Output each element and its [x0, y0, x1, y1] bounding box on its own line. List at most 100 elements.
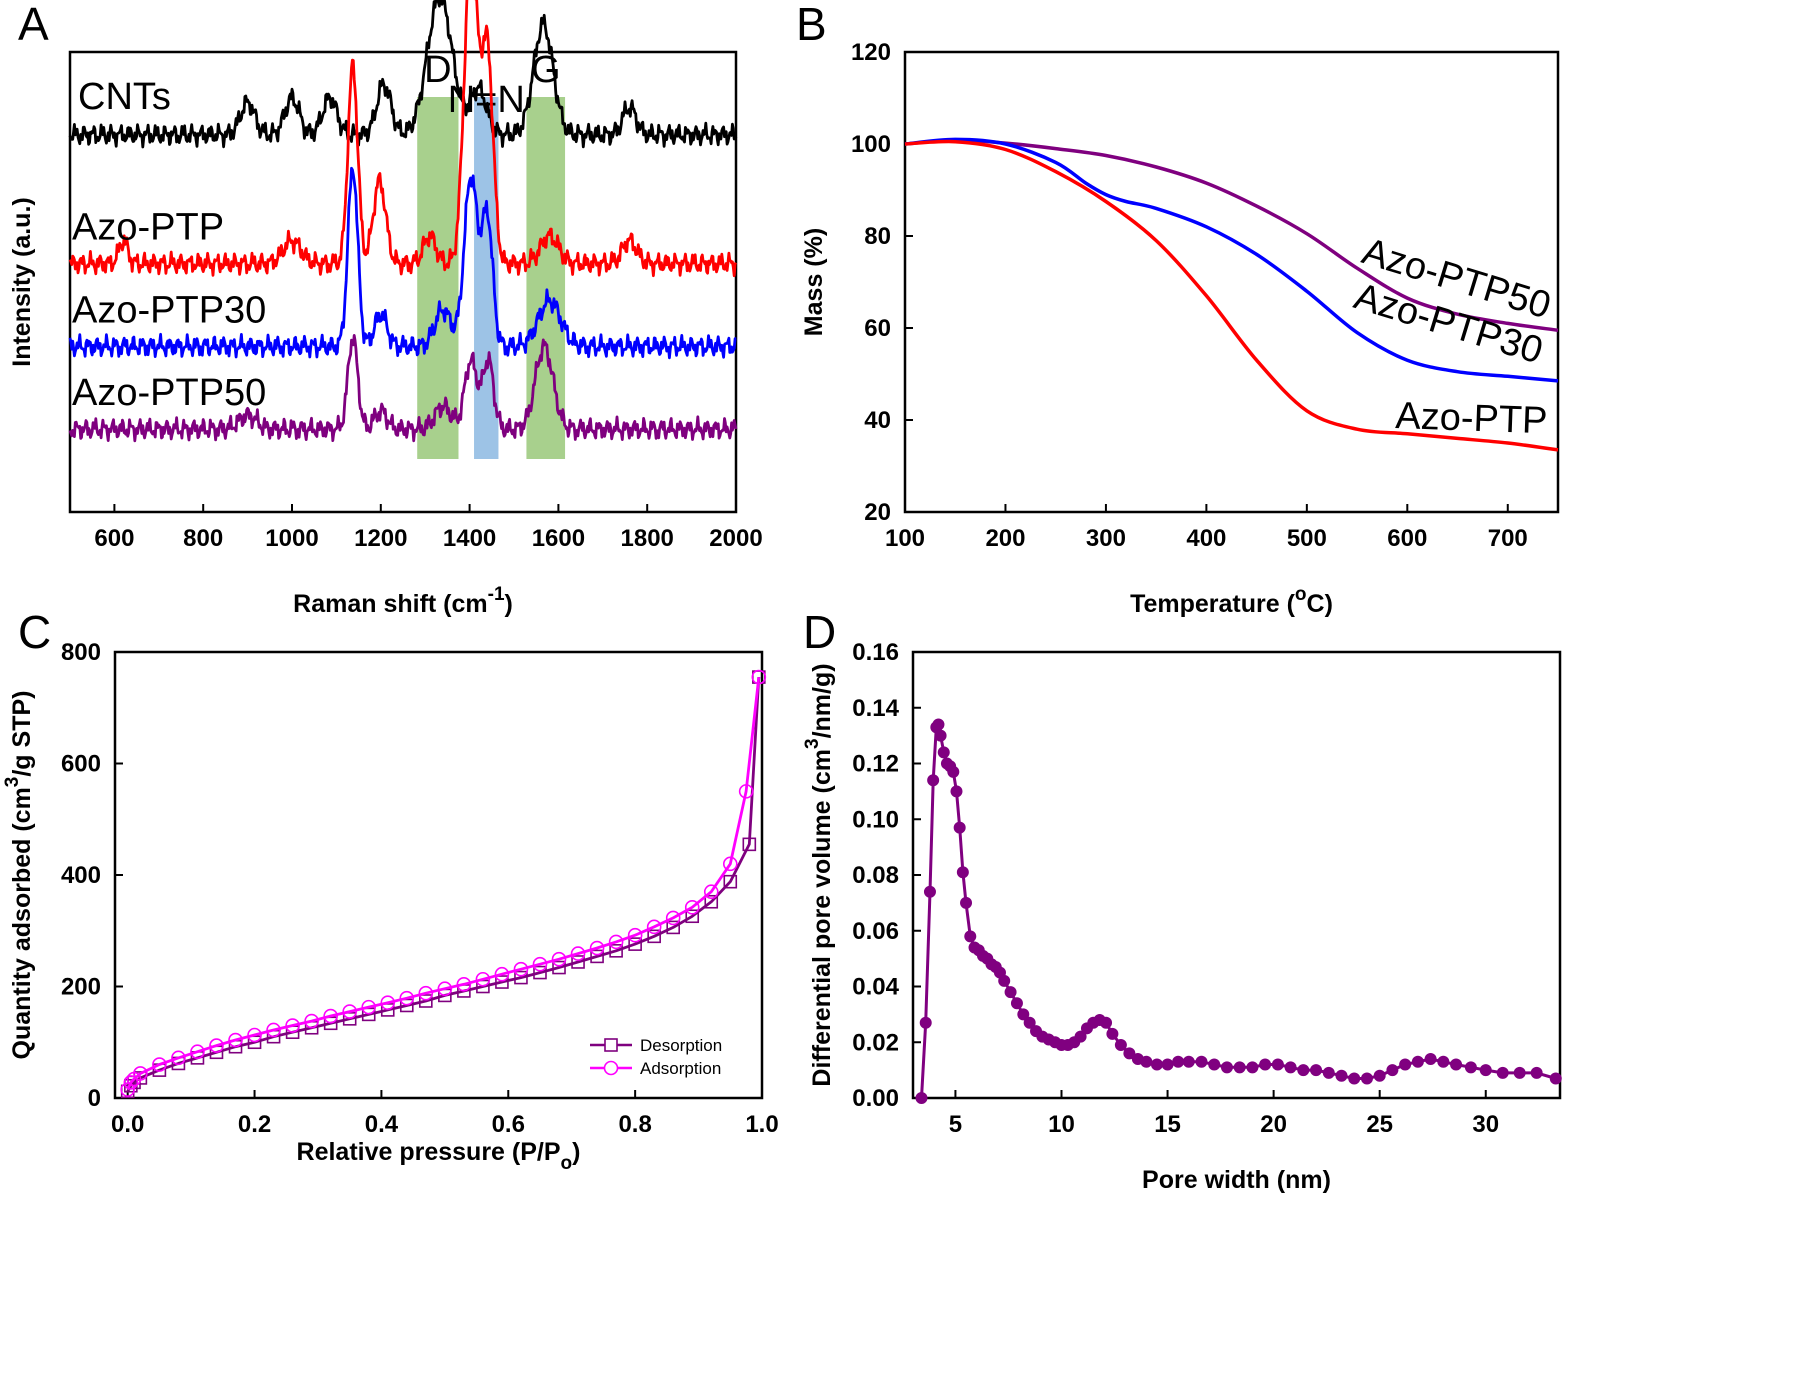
series-adsorption-point: [456, 976, 472, 992]
x-axis-label: Temperature (oC): [1130, 584, 1333, 618]
series-adsorption-point: [684, 900, 700, 915]
band-label: D: [424, 49, 451, 91]
series-adsorption-point: [266, 1022, 281, 1038]
series-0-point: [1208, 1058, 1221, 1071]
series-0-point: [1195, 1055, 1208, 1068]
series-desorption-point: [609, 944, 623, 958]
series-0-point: [1161, 1058, 1174, 1071]
series-adsorption-point: [399, 990, 415, 1006]
panel-c: C 0.0 0.2 0.4 0.6 0.8 1.0 0 200 400 600 800 Relative…: [2, 606, 779, 1174]
series-0-point: [1074, 1030, 1087, 1043]
series-0-point: [1140, 1055, 1153, 1068]
y-tick-label: 0.06: [852, 918, 899, 945]
series-adsorption-point: [751, 669, 767, 685]
series-adsorption-point: [513, 961, 529, 977]
series-desorption-point: [419, 994, 433, 1008]
series-adsorption-point: [475, 971, 491, 987]
series-0-point: [1464, 1061, 1477, 1074]
y-tick-label: 600: [61, 751, 101, 778]
panel-letter-b: B: [796, 0, 827, 50]
series-azo-ptp-line: [68, 0, 738, 278]
series-azo-ptp30-line: [68, 166, 737, 360]
series-0-point: [1017, 1008, 1030, 1021]
x-tick-label: 15: [1154, 1111, 1181, 1138]
series-adsorption-point: [190, 1044, 205, 1060]
series-adsorption-point: [247, 1027, 262, 1043]
x-tick-label: 0.6: [492, 1111, 525, 1138]
series-adsorption-point: [418, 985, 434, 1001]
y-axis-label: Quantity adsorbed (cm3/g STP): [2, 691, 36, 1060]
series-0-point: [1246, 1061, 1259, 1074]
series-adsorption-point: [738, 784, 754, 799]
series-adsorption-point: [627, 927, 643, 943]
series-adsorption-point: [209, 1038, 224, 1053]
x-tick-label: 600: [94, 525, 134, 552]
series-0-point: [960, 896, 973, 909]
series-0-point: [1100, 1016, 1113, 1029]
series-azo-ptp50-line: [68, 334, 738, 443]
series-adsorption-point: [551, 951, 567, 967]
plot-frame: [68, 50, 738, 514]
series-0-point: [1106, 1027, 1119, 1040]
series-0-point: [1450, 1058, 1463, 1071]
series-azo-ptp30-line: [904, 137, 1559, 383]
series-cnts-line: [68, 0, 738, 149]
series-azo-ptp-label: Azo-PTP: [1395, 395, 1548, 442]
y-tick-label: 0.00: [852, 1085, 899, 1112]
series-desorption-point: [590, 949, 604, 964]
series-adsorption-point: [123, 1075, 139, 1090]
y-tick-label: 200: [61, 974, 101, 1001]
series-adsorption-point: [171, 1050, 186, 1066]
x-tick-label: 25: [1366, 1111, 1393, 1138]
y-tick-label: 0.16: [852, 639, 899, 666]
band-0: [417, 97, 459, 459]
y-tick-label: 0.14: [852, 695, 899, 722]
series-0-point: [927, 774, 940, 787]
series-0-point: [1373, 1069, 1386, 1082]
plot-frame: [903, 50, 1560, 514]
plot-frame: [911, 650, 1562, 1100]
panel-letter-d: D: [803, 606, 836, 658]
series-0-point: [1023, 1016, 1036, 1029]
series-adsorption-point: [152, 1057, 167, 1072]
series-desorption-point: [666, 920, 680, 935]
series-0-point: [915, 1092, 928, 1104]
series-adsorption-point: [120, 1082, 135, 1097]
legend-label: Adsorption: [640, 1059, 721, 1078]
series-adsorption-point: [323, 1008, 338, 1024]
y-tick-label: 800: [61, 639, 101, 666]
x-tick-label: 1200: [354, 525, 407, 552]
x-axis-label: Relative pressure (P/Po): [297, 1138, 581, 1174]
x-tick-label: 1.0: [745, 1111, 778, 1138]
x-tick-label: 600: [1387, 525, 1427, 552]
series-0-point: [964, 930, 977, 943]
series-0-point: [934, 729, 947, 742]
x-tick-label: 100: [885, 525, 925, 552]
series-0-point: [1335, 1069, 1348, 1082]
x-tick-label: 200: [985, 525, 1025, 552]
y-tick-label: 40: [864, 407, 891, 434]
y-tick-label: 100: [851, 131, 891, 158]
x-tick-label: 700: [1488, 525, 1528, 552]
series-0-point: [1411, 1055, 1424, 1068]
series-adsorption-point: [722, 856, 738, 872]
series-0-point: [1220, 1061, 1233, 1074]
series-0-point: [1182, 1055, 1195, 1068]
series-0-point: [1386, 1064, 1399, 1077]
series-adsorption-point: [608, 934, 624, 950]
series-adsorption-point: [570, 946, 586, 961]
y-axis-label: Differential pore volume (cm3/nm/g): [802, 663, 836, 1086]
x-tick-label: 0.4: [365, 1111, 399, 1138]
series-adsorption-point: [304, 1013, 319, 1029]
series-0-point: [1348, 1072, 1361, 1085]
x-tick-label: 0.0: [111, 1111, 144, 1138]
series-adsorption-point: [494, 966, 510, 982]
x-tick-label: 800: [183, 525, 223, 552]
series-azo-ptp-line: [904, 139, 1559, 452]
y-tick-label: 0.08: [852, 862, 899, 889]
series-0-point: [1123, 1047, 1136, 1060]
panel-letter-a: A: [18, 0, 49, 50]
series-desorption-point: [552, 960, 566, 975]
y-tick-label: 0.10: [852, 806, 899, 833]
